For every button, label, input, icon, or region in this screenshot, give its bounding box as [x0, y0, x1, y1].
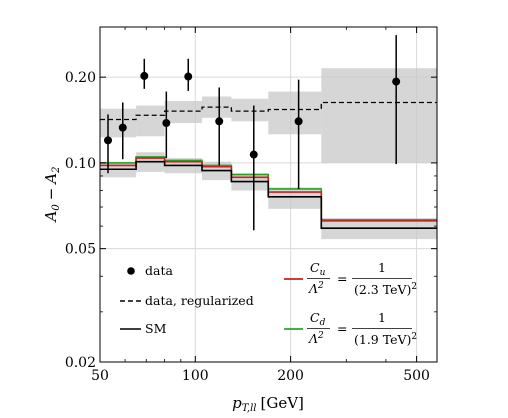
y-tick-label: 0.20 [65, 70, 96, 86]
legend-regularized-label: data, regularized [145, 293, 254, 308]
cu-line [100, 157, 437, 221]
uncertainty-bands [100, 68, 437, 240]
legend-cu-eq: = [337, 271, 347, 286]
legend-cu-lhs-den: Λ2 [308, 281, 324, 296]
legend-cu-rhs-den: (2.3 TeV)2 [354, 282, 417, 297]
y-axis-label: A0−A2 [42, 166, 62, 223]
cd-line [100, 156, 437, 222]
legend-cu-lhs-num: Cu [310, 260, 326, 278]
x-axis-label: pT,ll [GeV] [232, 394, 304, 414]
legend-cd-rhs-num: 1 [378, 310, 386, 325]
legend-cd-lhs-den: Λ2 [308, 331, 324, 346]
data-point [140, 71, 149, 80]
data-points [104, 35, 401, 231]
sm-line [100, 160, 437, 229]
y-tick-label: 0.05 [65, 242, 96, 258]
data-point [294, 117, 303, 126]
legend: data data, regularized SM Cu Λ2 = 1 (2.3… [120, 260, 417, 347]
data-point [118, 123, 127, 132]
legend-data-label: data [145, 263, 173, 278]
x-tick-label: 500 [403, 368, 430, 384]
regularized-band-bin [136, 105, 165, 137]
data-point [215, 117, 224, 126]
data-point [249, 150, 258, 159]
plot-frame [99, 26, 438, 363]
legend-cu-rhs-num: 1 [378, 260, 386, 275]
legend-cd-eq: = [337, 321, 347, 336]
legend-data-marker [127, 267, 135, 275]
regularized-band-bin [268, 91, 322, 135]
sm-band-bin [268, 187, 322, 209]
data-point [184, 72, 193, 81]
x-tick-label: 200 [277, 368, 304, 384]
x-tick-label: 50 [91, 368, 109, 384]
legend-cd-rhs-den: (1.9 TeV)2 [354, 332, 417, 347]
regularized-band-bin [100, 108, 137, 138]
data-point [104, 136, 113, 145]
data-point [392, 77, 401, 86]
regularized-line [100, 101, 437, 121]
legend-cd-lhs-num: Cd [310, 310, 326, 328]
y-tick-label: 0.10 [65, 156, 96, 172]
y-tick-label: 0.02 [65, 355, 96, 371]
x-tick-label: 100 [182, 368, 209, 384]
data-point [162, 119, 171, 128]
ticks: 50 100 200 500 0.02 0.05 0.10 0.20 [65, 27, 437, 384]
series-lines [100, 101, 437, 229]
regularized-band-bin [321, 68, 437, 163]
regularized-band-bin [231, 98, 269, 122]
legend-sm-label: SM [145, 321, 167, 336]
regularized-band-bin [164, 100, 203, 124]
